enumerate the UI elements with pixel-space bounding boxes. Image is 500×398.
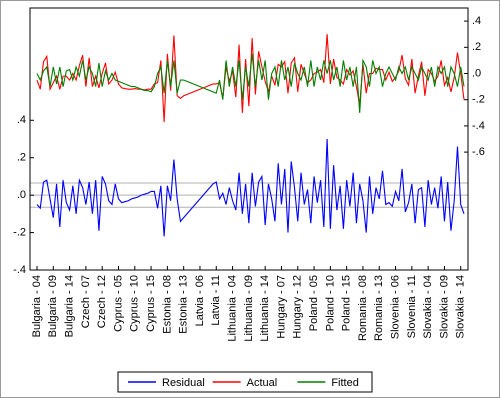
y2-tick-label: .4 [472, 15, 481, 27]
y2-tick-label: -.2 [472, 94, 485, 106]
y-tick-label: -.4 [13, 264, 26, 276]
y-tick-label: .0 [17, 189, 26, 201]
y2-tick-label: .0 [472, 67, 481, 79]
x-tick-label: Slovakia - 09 [438, 275, 450, 339]
x-tick-label: Bulgaria - 09 [47, 275, 59, 337]
y-tick-label: .2 [17, 152, 26, 164]
x-tick-label: Lithuania - 14 [259, 275, 271, 342]
legend-label: Residual [162, 377, 205, 389]
x-tick-label: Cyprus - 10 [129, 275, 141, 332]
series-line [36, 53, 465, 113]
x-tick-label: Czech - 12 [96, 275, 108, 328]
x-tick-label: Hungary - 07 [275, 275, 287, 339]
x-tick-label: Poland - 05 [308, 275, 320, 331]
series-line [36, 138, 465, 237]
x-tick-label: Estonia - 13 [178, 275, 190, 334]
x-tick-label: Slovenia - 06 [389, 275, 401, 339]
x-tick-label: Slovakia - 14 [455, 275, 467, 339]
x-tick-label: Latvia - 06 [194, 275, 206, 326]
x-tick-label: Romania - 13 [373, 275, 385, 341]
y2-tick-label: .2 [472, 41, 481, 53]
x-tick-label: Poland - 15 [341, 275, 353, 331]
x-tick-label: Estonia - 08 [161, 275, 173, 334]
x-tick-label: Romania - 08 [357, 275, 369, 341]
legend-label: Actual [247, 377, 278, 389]
x-tick-label: Slovenia - 11 [406, 275, 418, 338]
y-tick-label: -.2 [13, 226, 26, 238]
legend-label: Fitted [331, 377, 359, 389]
x-tick-label: Lithuania - 09 [243, 275, 255, 342]
x-tick-label: Cyprus - 15 [145, 275, 157, 332]
x-tick-label: Czech - 07 [80, 275, 92, 328]
x-tick-label: Slovakia - 04 [422, 275, 434, 339]
x-tick-label: Hungary - 12 [292, 275, 304, 339]
y2-tick-label: -.6 [472, 146, 485, 158]
y2-tick-label: -.4 [472, 120, 485, 132]
x-tick-label: Bulgaria - 14 [64, 275, 76, 337]
x-tick-label: Lithuania - 04 [226, 275, 238, 342]
x-tick-label: Latvia - 11 [210, 275, 222, 326]
x-tick-label: Cyprus - 05 [112, 275, 124, 332]
legend-box [117, 371, 373, 393]
y-tick-label: .4 [17, 114, 26, 126]
x-tick-label: Poland - 10 [324, 275, 336, 331]
x-tick-label: Bulgaria - 04 [31, 275, 43, 337]
